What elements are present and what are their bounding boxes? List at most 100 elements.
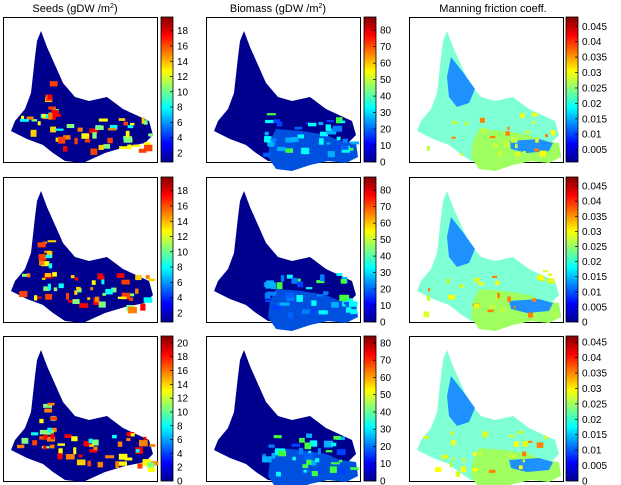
biomass-patch [348, 147, 354, 151]
biomass-patch [336, 117, 343, 124]
biomass-patch [291, 443, 301, 447]
biomass-patch [339, 294, 350, 302]
biomass-patch [318, 467, 322, 474]
manning-patch [426, 295, 431, 301]
manning-patch [426, 146, 430, 151]
seed-patch [90, 287, 94, 291]
manning-patch [509, 454, 516, 458]
biomass-patch [311, 308, 317, 315]
biomass-patch [319, 131, 328, 137]
colorbar-tick-label: 20 [380, 442, 392, 453]
seed-patch [57, 443, 65, 446]
seed-patch [118, 453, 128, 460]
seed-patch [91, 439, 99, 446]
biomass-patch [342, 138, 348, 143]
biomass-patch [316, 294, 324, 297]
colorbar-tick-label: 0.045 [582, 182, 607, 193]
manning-patch [522, 151, 526, 154]
manning-patch [543, 270, 548, 273]
biomass-patch [306, 433, 312, 438]
seed-patch [41, 113, 46, 118]
manning-patch [534, 148, 539, 152]
seed-patch [63, 146, 68, 152]
biomass-patch [303, 453, 313, 460]
panel-biomass-row2: 0 10 20 30 40 50 60 70 80 [206, 176, 392, 331]
seed-patch [143, 297, 153, 303]
manning-patch [478, 282, 484, 286]
manning-patch [461, 466, 466, 473]
colorbar-tick-label: 0.03 [582, 384, 602, 395]
biomass-patch [264, 131, 269, 136]
seed-patch [126, 432, 135, 437]
colorbar-tick-label: 0 [582, 477, 588, 485]
seed-patch [97, 461, 103, 468]
colorbar-tick-label: 6 [177, 435, 183, 446]
biomass-patch [276, 282, 283, 290]
panel-biomass-row1: 0 10 20 30 40 50 60 70 80 [206, 16, 392, 171]
seed-patch [46, 251, 53, 258]
manning-patch [492, 143, 499, 148]
manning-patch [492, 275, 498, 278]
seed-patch [31, 119, 38, 122]
seed-patch [118, 461, 127, 466]
manning-patch [522, 459, 525, 463]
seed-patch [107, 128, 117, 131]
biomass-patch [345, 298, 354, 302]
colorbar-tick-label: 4 [177, 133, 183, 144]
biomass-patch [273, 435, 282, 439]
biomass-patch [333, 435, 341, 440]
colorbar-tick-label: 16 [177, 202, 189, 213]
seed-patch [21, 437, 29, 444]
biomass-patch [338, 459, 343, 463]
seed-patch [39, 418, 44, 424]
seed-patch [74, 277, 79, 281]
seed-patch [87, 297, 91, 300]
seed-patch [20, 119, 29, 122]
seed-patch [130, 433, 135, 437]
manning-patch [503, 140, 510, 144]
biomass-patch [304, 442, 312, 450]
biomass-patch [326, 142, 331, 145]
seed-patch [53, 287, 58, 292]
biomass-patch [308, 122, 317, 127]
seed-patch [142, 459, 151, 466]
colorbar-tick-label: 40 [380, 252, 392, 263]
colorbar-tick-label: 0.005 [582, 302, 607, 313]
biomass-patch [315, 458, 320, 463]
manning-patch [504, 142, 511, 148]
biomass-patch [348, 301, 358, 307]
seed-patch [58, 283, 64, 289]
biomass-patch [327, 151, 335, 158]
colorbar-tick-label: 12 [177, 72, 189, 83]
colorbar-tick-label: 0.035 [582, 53, 607, 64]
map-area [417, 31, 561, 171]
biomass-patch [318, 310, 328, 315]
manning-patch [522, 451, 527, 457]
manning-patch [451, 439, 456, 446]
seed-patch [140, 303, 146, 311]
biomass-patch [331, 302, 339, 308]
biomass-lobe [268, 448, 358, 485]
seed-patch [45, 294, 53, 300]
seed-patch [125, 130, 130, 138]
manning-patch [499, 307, 506, 313]
biomass-patch [263, 456, 271, 463]
colorbar-tick-label: 0.025 [582, 242, 607, 253]
colorbar [565, 176, 579, 323]
seed-patch [87, 460, 91, 467]
seed-patch [148, 133, 153, 137]
seed-patch [81, 133, 89, 139]
seed-patch [72, 299, 80, 304]
colorbar-tick-label: 60 [380, 59, 392, 70]
biomass-patch [332, 125, 343, 132]
manning-open-water [447, 217, 475, 267]
seed-patch [91, 280, 96, 285]
manning-patch [446, 278, 450, 284]
biomass-patch [265, 299, 272, 303]
manning-patch [435, 467, 442, 472]
seed-patch [121, 292, 131, 300]
colorbar-tick-label: 0.01 [582, 287, 602, 298]
colorbar-tick-label: 18 [177, 26, 189, 37]
biomass-patch [341, 145, 349, 150]
